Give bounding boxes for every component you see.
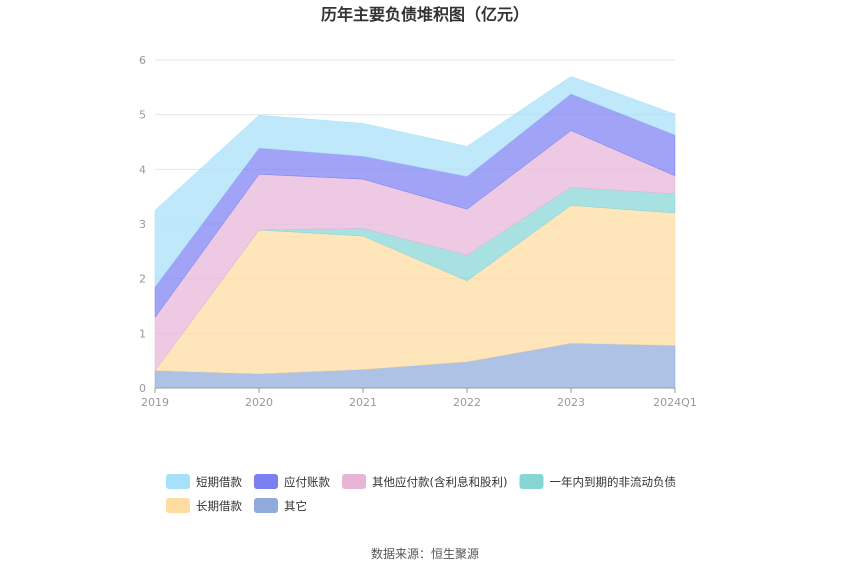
legend-item[interactable]: 其它 [254,498,307,513]
legend-swatch [254,498,278,513]
legend-swatch [166,498,190,513]
legend-label: 其它 [284,499,307,513]
y-tick-label: 0 [139,382,146,395]
x-tick-label: 2019 [141,396,169,409]
axes: 0 1 2 3 4 5 6 2019 2020 2021 2022 2023 2024Q1 [139,54,697,409]
legend-item[interactable]: 其他应付款(含利息和股利) [342,474,507,489]
legend-label: 一年内到期的非流动负债 [549,475,676,489]
x-tick-label: 2022 [453,396,481,409]
legend-label: 长期借款 [196,499,242,513]
x-tick-label: 2021 [349,396,377,409]
x-tick-label: 2024Q1 [653,396,697,409]
legend-swatch [342,474,366,489]
source-note: 数据来源：恒生聚源 [371,546,479,561]
y-tick-label: 3 [139,218,146,231]
legend-swatch [519,474,544,489]
legend-item[interactable]: 一年内到期的非流动负债 [519,474,676,489]
legend-item[interactable]: 短期借款 [166,474,242,489]
legend-swatch [166,474,190,489]
series-area-5 [154,76,676,288]
legend-label: 短期借款 [196,475,242,489]
y-tick-label: 4 [139,163,146,176]
x-tick-label: 2020 [245,396,273,409]
legend-label: 其他应付款(含利息和股利) [372,475,507,489]
y-tick-label: 2 [139,273,146,286]
y-tick-label: 5 [139,109,146,122]
legend-swatch [254,474,278,489]
x-tick-label: 2023 [557,396,585,409]
plot-area [154,76,676,389]
chart-title: 历年主要负债堆积图（亿元） [321,5,529,24]
y-tick-label: 1 [139,327,146,340]
legend-item[interactable]: 长期借款 [166,498,242,513]
y-tick-label: 6 [139,54,146,67]
legend-item[interactable]: 应付账款 [254,474,330,489]
legend-label: 应付账款 [284,475,330,489]
